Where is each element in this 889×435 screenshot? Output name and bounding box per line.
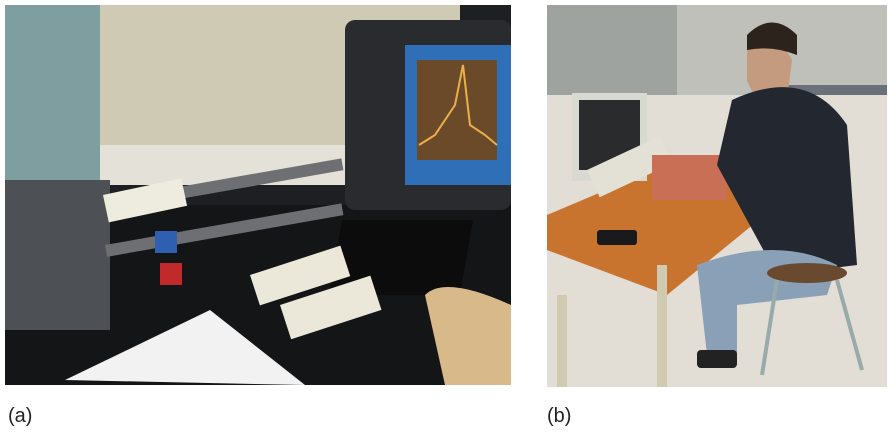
panel-label: (a) (8, 405, 33, 427)
photo-b (547, 5, 887, 387)
photo-a (5, 5, 511, 385)
panel-label: (b) (547, 405, 572, 427)
